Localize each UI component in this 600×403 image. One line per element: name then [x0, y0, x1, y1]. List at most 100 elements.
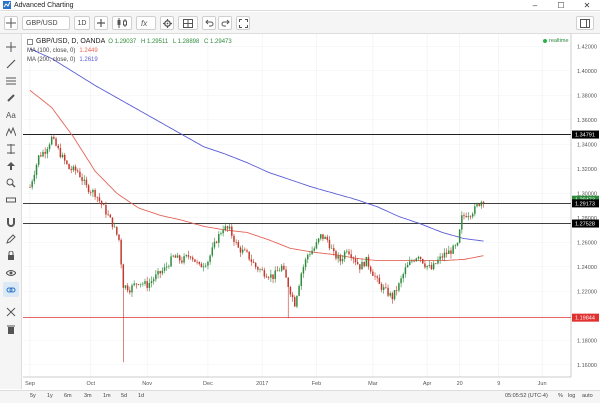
ma200-line — [29, 48, 484, 242]
candle-body — [181, 260, 183, 263]
compare-button[interactable] — [94, 16, 108, 30]
candle-body — [135, 283, 138, 285]
redo-button[interactable] — [218, 16, 232, 30]
candle-body — [87, 185, 90, 193]
range-5y[interactable]: 5y — [30, 393, 36, 399]
candle-body — [320, 234, 322, 239]
candle-body — [218, 234, 220, 243]
candle-body — [476, 204, 478, 207]
ma100-legend[interactable]: MA (100, close, 0) 1.2449 — [27, 46, 232, 55]
log-toggle[interactable]: log — [568, 393, 576, 399]
candles-icon — [117, 18, 127, 28]
auto-toggle[interactable]: auto — [582, 393, 593, 399]
line-tool[interactable] — [3, 56, 19, 71]
price-tick-label: 1.28000 — [577, 216, 597, 222]
candle-body — [478, 204, 480, 206]
eye-icon — [6, 269, 16, 276]
ruler-icon — [6, 197, 16, 202]
svg-text:fx: fx — [141, 19, 148, 28]
time-axis[interactable]: Sep Oct Nov Dec 2017 Feb Mar Apr 20 9 Jun — [25, 381, 546, 387]
candle-body — [448, 250, 450, 255]
layout-button[interactable] — [178, 16, 198, 30]
range-3m[interactable]: 3m — [84, 393, 92, 399]
collapse-box[interactable] — [27, 38, 33, 45]
range-1y[interactable]: 1y — [47, 393, 53, 399]
candle-body — [198, 261, 201, 264]
measure-tool[interactable] — [3, 192, 19, 207]
candle-body — [411, 260, 413, 262]
candle-body — [293, 297, 296, 307]
candle-body — [146, 281, 148, 288]
zoom-tool[interactable] — [3, 175, 19, 190]
main-series-legend[interactable]: GBP/USD, D, OANDA O 1.29037 H 1.29511 L … — [27, 37, 232, 46]
text-tool[interactable]: Aa — [3, 107, 19, 122]
delete-tool[interactable] — [3, 321, 19, 336]
range-1d[interactable]: 1d — [138, 393, 145, 399]
grid-layout-icon — [183, 18, 193, 28]
right-panel-button[interactable] — [576, 16, 594, 30]
ma200-legend[interactable]: MA (200, close, 0) 1.2619 — [27, 55, 232, 64]
candle-body — [276, 270, 279, 272]
candle-body — [55, 138, 57, 146]
maximize-button[interactable]: ☐ — [557, 1, 565, 10]
range-5d[interactable]: 5d — [121, 393, 128, 399]
prediction-tool[interactable] — [3, 141, 19, 156]
price-tick-label: 1.36000 — [577, 118, 597, 124]
lock-tool[interactable] — [3, 248, 19, 263]
high-value: H 1.29511 — [140, 38, 169, 45]
time-tick-label: Apr — [423, 381, 432, 387]
candle-body — [287, 277, 289, 287]
settings-button[interactable] — [160, 16, 174, 30]
link-tool[interactable] — [3, 282, 19, 297]
price-tick-label: 1.22000 — [577, 289, 597, 295]
interval-button[interactable]: 1D — [74, 16, 90, 30]
chart-toolbar: GBP/USD 1D fx — [0, 12, 600, 34]
candle-body — [239, 247, 242, 253]
arrow-tool[interactable] — [3, 158, 19, 173]
hide-tool[interactable] — [3, 265, 19, 280]
candle-body — [126, 285, 129, 291]
candle-body — [250, 259, 253, 262]
price-axis[interactable]: 1.160001.180001.200001.220001.240001.260… — [577, 44, 597, 369]
candle-body — [469, 216, 472, 217]
gear-icon — [162, 18, 172, 28]
redo-icon — [221, 19, 230, 27]
chart-style-button[interactable] — [112, 16, 132, 30]
candle-body — [313, 248, 316, 251]
price-tick-label: 1.32000 — [577, 167, 597, 173]
candle-body — [155, 274, 157, 280]
price-tick-label: 1.42000 — [577, 44, 597, 50]
candle-body — [103, 204, 105, 206]
fib-tool[interactable] — [3, 73, 19, 88]
candle-body — [63, 154, 66, 161]
candle-body — [263, 270, 266, 277]
chart-menu-button[interactable] — [4, 16, 18, 30]
cross-icon — [6, 41, 16, 52]
undo-button[interactable] — [202, 16, 216, 30]
range-6m[interactable]: 6m — [64, 393, 72, 399]
crosshair-tool[interactable] — [3, 39, 19, 54]
fullscreen-button[interactable] — [236, 16, 250, 30]
pattern-tool[interactable] — [3, 124, 19, 139]
brush-tool[interactable] — [3, 90, 19, 105]
candle-body — [254, 262, 257, 268]
indicators-button[interactable]: fx — [136, 16, 156, 30]
candle-body — [48, 144, 51, 150]
symbol-search-input[interactable]: GBP/USD — [22, 16, 70, 30]
price-label-text: 1.27528 — [575, 222, 595, 228]
candle-body — [59, 148, 62, 158]
minimize-button[interactable]: – — [532, 1, 538, 10]
brush-icon — [7, 93, 15, 102]
time-tick-label: Dec — [203, 381, 213, 387]
magnet-tool[interactable] — [3, 214, 19, 229]
candle-body — [335, 251, 337, 259]
range-1m[interactable]: 1m — [103, 393, 111, 399]
candle-body — [378, 277, 381, 284]
percent-toggle[interactable]: % — [558, 393, 563, 399]
close-button[interactable]: ✕ — [583, 1, 591, 10]
bottom-bar: 5y 1y 6m 3m 1m 5d 1d 05:05:52 (UTC-4) % … — [0, 390, 600, 403]
crosshair-icon — [6, 18, 16, 28]
draw-mode-tool[interactable] — [3, 231, 19, 246]
cut-tool[interactable] — [3, 304, 19, 319]
